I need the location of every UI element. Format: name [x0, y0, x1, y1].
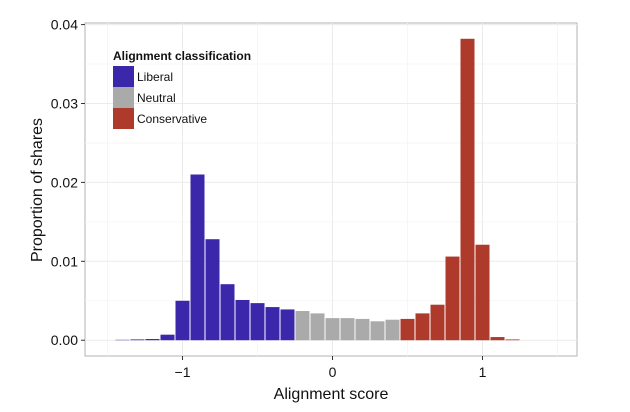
histogram-bar [445, 256, 460, 341]
legend-label-liberal: Liberal [137, 70, 173, 84]
histogram-bar [460, 38, 475, 341]
legend-swatch-liberal [113, 66, 134, 87]
legend-label-conservative: Conservative [137, 112, 207, 126]
histogram-bar [175, 300, 190, 341]
legend-label-neutral: Neutral [137, 91, 176, 105]
histogram-bar [160, 334, 175, 341]
histogram-bar [475, 244, 490, 341]
histogram-bar [295, 311, 310, 341]
histogram-bar [400, 318, 415, 341]
histogram-bar [130, 339, 145, 341]
histogram-bar [325, 318, 340, 341]
y-tick-label: 0.00 [51, 332, 78, 348]
x-tick-label: 1 [479, 364, 487, 380]
histogram-bar [490, 337, 505, 341]
histogram-bar [205, 239, 220, 341]
legend: Alignment classification Liberal Neutral… [113, 49, 251, 129]
legend-swatch-conservative [113, 108, 134, 129]
legend-title: Alignment classification [113, 49, 251, 63]
y-tick-label: 0.03 [51, 95, 78, 111]
histogram-bar [415, 313, 430, 341]
x-tick-label: −1 [175, 364, 191, 380]
y-tick-label: 0.02 [51, 174, 78, 190]
y-axis-title: Proportion of shares [29, 118, 46, 262]
histogram-bar [340, 318, 355, 341]
histogram-bar [265, 307, 280, 341]
histogram-bar [250, 303, 265, 341]
histogram-bar [355, 318, 370, 341]
y-tick-label: 0.04 [51, 17, 78, 33]
x-axis-title: Alignment score [274, 386, 389, 403]
histogram-bar [505, 339, 520, 341]
histogram-bar [430, 304, 445, 341]
x-tick-label: 0 [329, 364, 337, 380]
histogram-bar [190, 174, 205, 341]
legend-swatch-neutral [113, 87, 134, 108]
histogram-bar [235, 299, 250, 341]
histogram-bar [145, 339, 160, 341]
y-tick-label: 0.01 [51, 253, 78, 269]
histogram-bar [310, 313, 325, 341]
histogram-bar [370, 321, 385, 341]
histogram-bar [220, 284, 235, 341]
histogram-bar [385, 319, 400, 341]
histogram-bar [280, 309, 295, 341]
